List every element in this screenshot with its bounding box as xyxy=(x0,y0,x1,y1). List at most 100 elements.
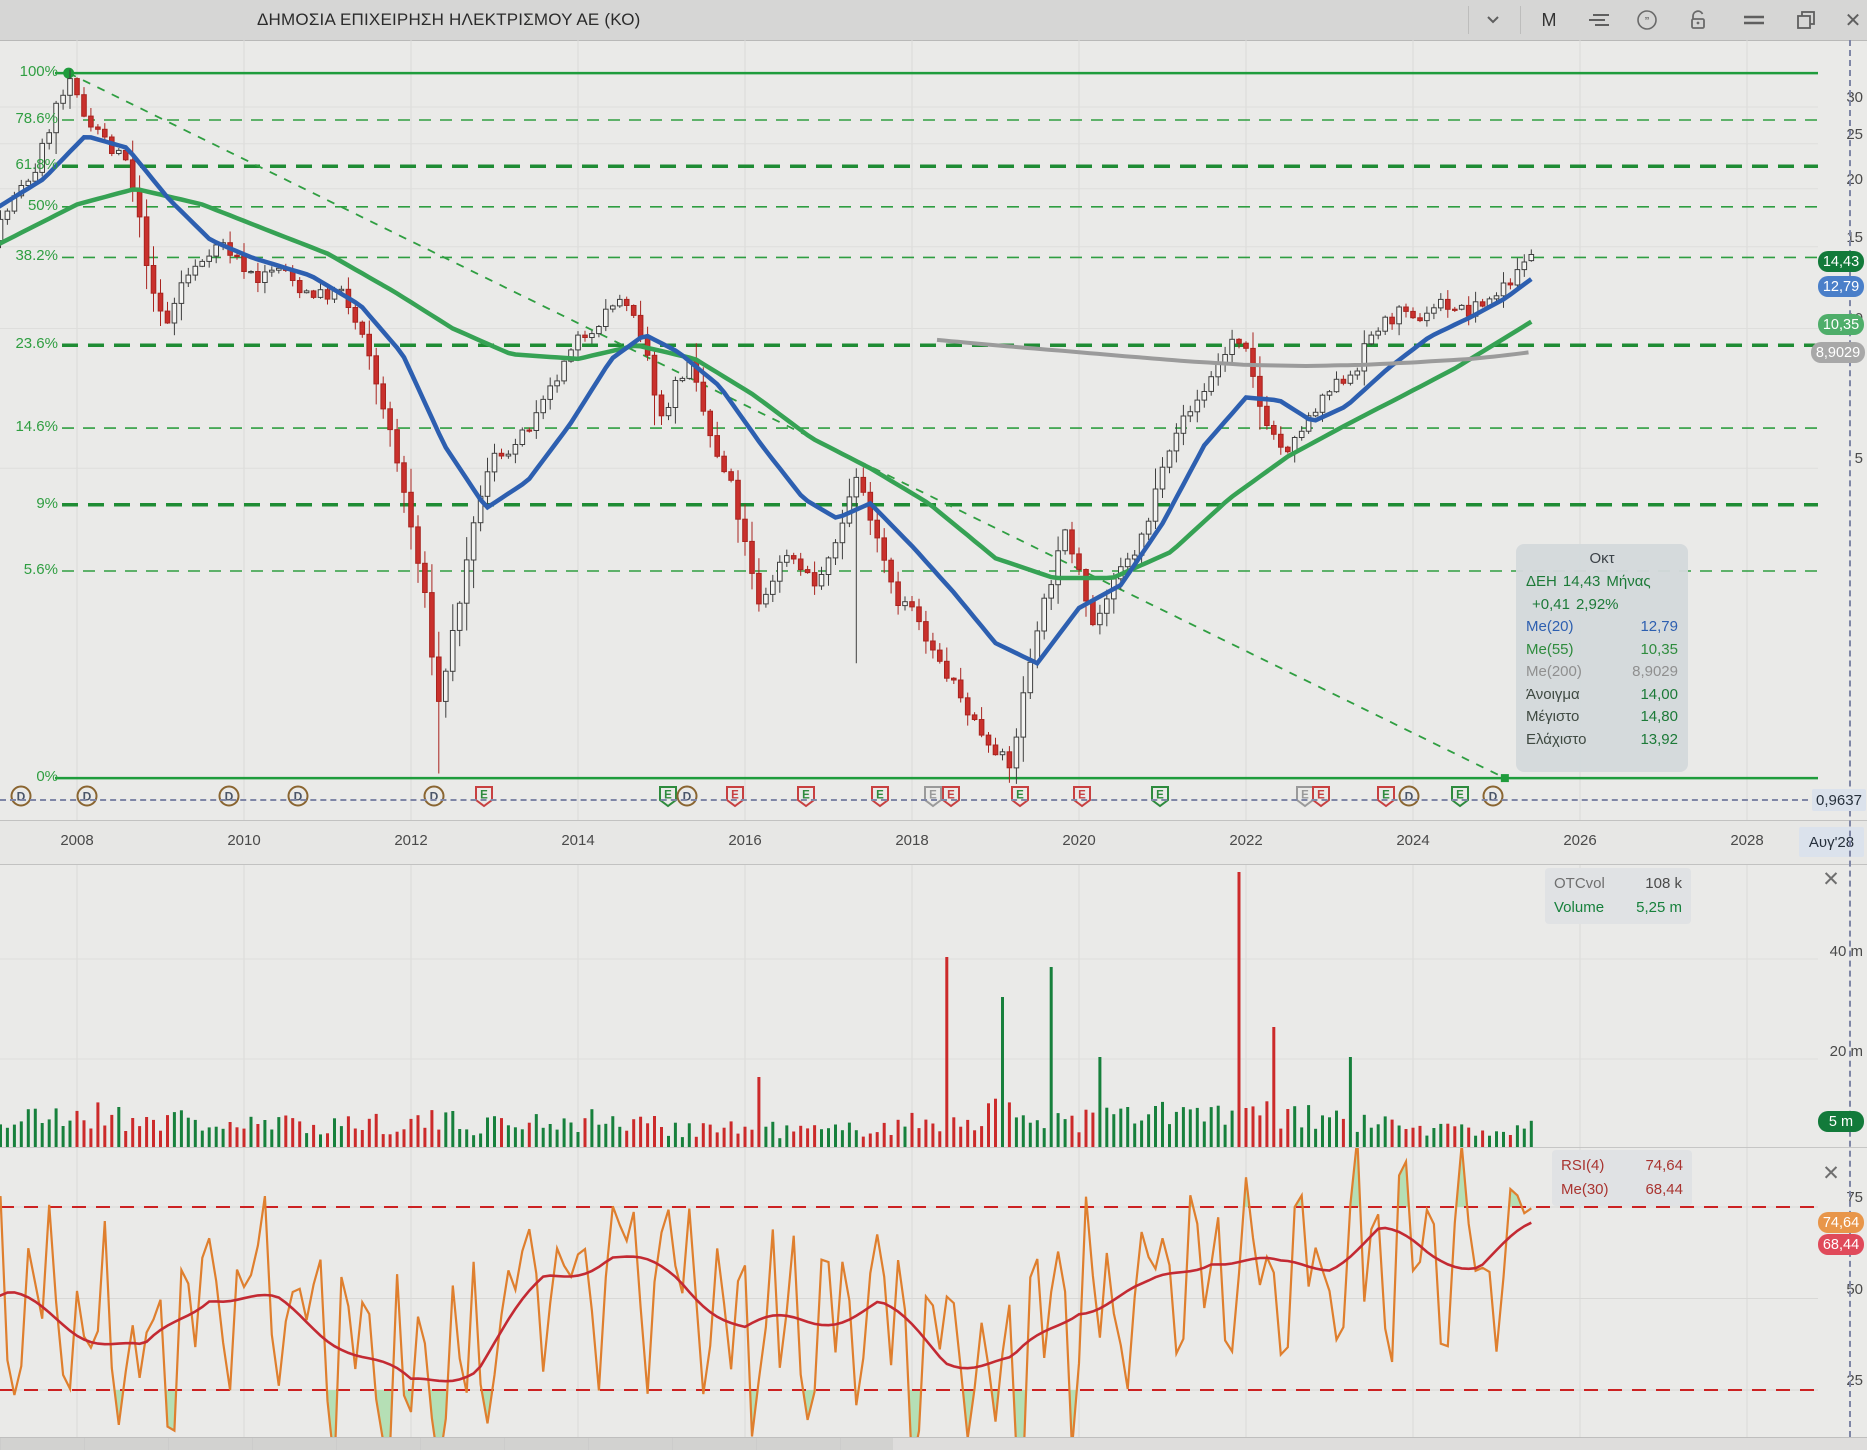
volume-legend: OTCvol 108 k Volume 5,25 m xyxy=(1545,868,1691,924)
tooltip-ma20-value: 12,79 xyxy=(1640,618,1678,635)
axis-tick-label: 75 xyxy=(1846,1189,1863,1206)
dividend-marker[interactable]: D xyxy=(217,784,241,808)
svg-text:E: E xyxy=(480,790,488,802)
rsi-extreme-fill xyxy=(0,1147,1522,1437)
rsi-chart[interactable] xyxy=(0,1147,1818,1437)
earnings-marker[interactable]: E xyxy=(939,784,963,808)
rsi-ma-value: 68,44 xyxy=(1645,1181,1683,1198)
svg-text:E: E xyxy=(731,790,739,802)
time-axis[interactable]: 2008 2010 2012 2014 2016 2018 2020 2022 2024 2026… xyxy=(0,820,1867,865)
rsi-ma-line xyxy=(0,1221,1532,1383)
svg-text:E: E xyxy=(1016,790,1024,802)
time-axis-year-label: 2026 xyxy=(1563,832,1597,849)
rsi-line xyxy=(0,1147,1532,1437)
time-axis-year-label: 2020 xyxy=(1062,832,1096,849)
dividend-marker[interactable]: D xyxy=(1481,784,1505,808)
svg-text:D: D xyxy=(225,790,234,804)
earnings-marker[interactable]: E xyxy=(1293,784,1317,808)
time-axis-year-label: 2024 xyxy=(1396,832,1430,849)
dividend-marker[interactable]: D xyxy=(1397,784,1421,808)
titlebar-separator xyxy=(1468,6,1469,34)
earnings-marker[interactable]: E xyxy=(1148,784,1172,808)
earnings-marker[interactable]: E xyxy=(868,784,892,808)
earnings-marker[interactable]: E xyxy=(472,784,496,808)
menu-icon[interactable] xyxy=(1739,6,1769,34)
svg-text:D: D xyxy=(430,790,439,804)
earnings-marker[interactable]: E xyxy=(656,784,680,808)
fib-level-label: 78.6% xyxy=(15,109,58,127)
svg-text:E: E xyxy=(1078,790,1086,802)
time-axis-year-label: 2008 xyxy=(60,832,94,849)
axis-tick-label: 50 xyxy=(1846,1280,1863,1298)
earnings-marker[interactable]: E xyxy=(723,784,747,808)
grid xyxy=(0,865,1818,1147)
unlock-icon[interactable] xyxy=(1683,6,1713,34)
tooltip-period: Μήνας xyxy=(1606,573,1651,590)
dividend-marker[interactable]: D xyxy=(422,784,446,808)
fib-trendline xyxy=(68,72,1506,779)
timeframe-button[interactable]: M xyxy=(1541,9,1557,30)
otcvol-value: 108 k xyxy=(1645,875,1682,892)
svg-text:E: E xyxy=(1317,790,1325,802)
dividend-marker[interactable]: D xyxy=(75,784,99,808)
rsi-pane-close-button[interactable]: ✕ xyxy=(1822,1161,1840,1185)
svg-text:”: ” xyxy=(1645,16,1650,27)
time-axis-year-label: 2012 xyxy=(394,832,428,849)
otcvol-label: OTCvol xyxy=(1554,875,1605,892)
close-icon[interactable]: ✕ xyxy=(1844,9,1862,32)
tooltip-change-pct: 2,92% xyxy=(1575,595,1619,613)
earnings-marker[interactable]: E xyxy=(1374,784,1398,808)
titlebar-separator2 xyxy=(1520,6,1521,34)
tooltip-symbol: ΔΕΗ xyxy=(1526,573,1557,590)
tooltip-ma200-label: Me(200) xyxy=(1526,663,1582,680)
fib-level-label: 23.6% xyxy=(15,335,58,353)
svg-text:E: E xyxy=(1301,790,1309,802)
ma20-line xyxy=(0,135,1533,667)
svg-text:D: D xyxy=(83,790,92,804)
axis-tick-label: 30 xyxy=(1846,89,1863,106)
scrollbar-segments[interactable] xyxy=(0,1438,893,1450)
rsi-ma-label: Me(30) xyxy=(1561,1181,1609,1198)
svg-text:D: D xyxy=(1405,790,1414,804)
tooltip-ma55-label: Me(55) xyxy=(1526,640,1574,658)
time-axis-year-label: 2022 xyxy=(1229,832,1263,849)
earnings-marker[interactable]: E xyxy=(1070,784,1094,808)
time-axis-year-label: 2014 xyxy=(561,832,595,849)
ohlc-tooltip: Οκτ ΔΕΗ 14,43 Μήνας +0,41 2,92% Me(20) 1… xyxy=(1516,544,1688,772)
volume-bars[interactable] xyxy=(0,872,1533,1147)
axis-tick-label: 40 m xyxy=(1829,943,1863,960)
dividend-marker[interactable]: D xyxy=(9,784,33,808)
earnings-marker[interactable]: E xyxy=(1309,784,1333,808)
candlestick-series[interactable] xyxy=(0,69,1535,784)
chevron-down-icon[interactable] xyxy=(1478,6,1508,34)
earnings-marker[interactable]: E xyxy=(1008,784,1032,808)
grid xyxy=(0,40,1818,820)
tooltip-ma55-value: 10,35 xyxy=(1640,640,1678,658)
tooltip-high-label: Μέγιστο xyxy=(1526,708,1580,725)
restore-window-icon[interactable] xyxy=(1791,6,1821,34)
fib-level-label: 9% xyxy=(36,494,58,512)
main-price-chart[interactable] xyxy=(0,40,1818,820)
earnings-marker[interactable]: E xyxy=(1448,784,1472,808)
rsi-ma-value-badge: 68,44 xyxy=(1818,1234,1864,1255)
time-axis-year-label: 2028 xyxy=(1730,832,1764,849)
earnings-marker[interactable]: E xyxy=(794,784,818,808)
fib-level-label: 14.6% xyxy=(15,418,58,436)
indicator-lines-icon[interactable] xyxy=(1584,6,1614,34)
dividend-marker[interactable]: D xyxy=(286,784,310,808)
rsi-value-badge: 74,64 xyxy=(1818,1212,1864,1233)
crosshair-date-label: Αυγ'28 xyxy=(1799,827,1864,857)
axis-tick-label: 20 xyxy=(1846,170,1863,188)
fib-level-label: 50% xyxy=(27,196,58,214)
volume-label: Volume xyxy=(1554,899,1605,916)
pane-separator-volume-rsi[interactable] xyxy=(0,1147,1867,1148)
quote-icon[interactable]: ” xyxy=(1632,6,1662,34)
volume-chart[interactable] xyxy=(0,865,1818,1147)
horizontal-scrollbar[interactable] xyxy=(0,1437,1867,1450)
earnings-marker[interactable]: E xyxy=(921,784,945,808)
fibonacci-retracement[interactable] xyxy=(55,67,1818,783)
volume-pane-close-button[interactable]: ✕ xyxy=(1822,867,1840,891)
dividend-marker[interactable]: D xyxy=(675,784,699,808)
ma20-price-badge: 12,79 xyxy=(1818,276,1864,297)
